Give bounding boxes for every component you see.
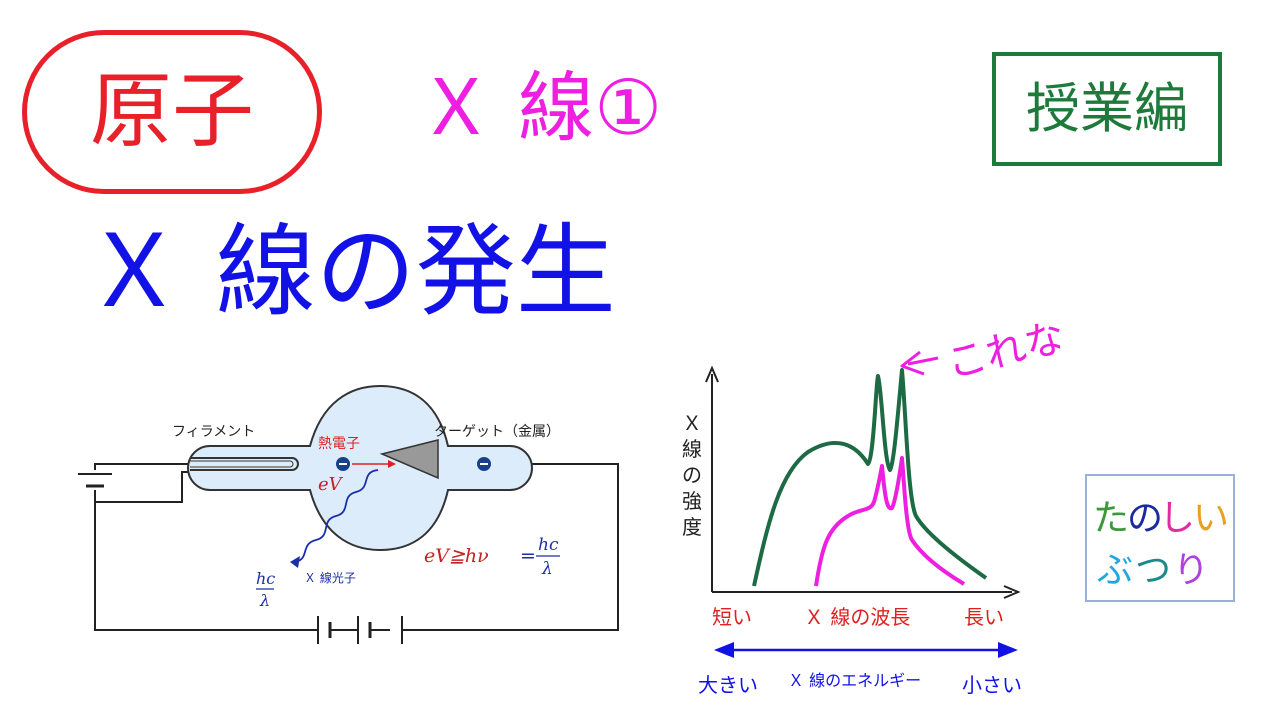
xray-spectrum-diagram: Ｘ 線 の 強 度 これなに？？ 短い Ｘ 線の波長 長い 大きい Ｘ 線のエネ… (682, 285, 1060, 697)
page-title: Ｘ 線の発生 (84, 213, 616, 330)
annotation-label: これなに？？ (942, 285, 1060, 388)
equation-denominator: λ (541, 559, 553, 579)
annotation-arrow-head (900, 350, 925, 376)
circuit-wire-left (94, 490, 318, 631)
ylabel-char-1: Ｘ (682, 411, 702, 435)
low-voltage-spectrum-curve (814, 456, 966, 587)
circuit-wire-top-left (94, 463, 190, 470)
filament-label: フィラメント (172, 424, 255, 440)
equation-lhs: eV≧hν (424, 545, 489, 567)
circuit-wire-right (402, 463, 619, 631)
photon-energy-numerator: hc (256, 569, 275, 588)
category-badge: 原子 (22, 30, 322, 194)
xray-photon-wave (295, 469, 379, 563)
logo-char-2: の (1127, 498, 1163, 539)
ylabel-char-5: 度 (682, 515, 702, 539)
logo-char-6: つ (1135, 550, 1171, 591)
x-axis-label: Ｘ 線の波長 (804, 605, 910, 629)
photon-energy-denominator: λ (259, 591, 270, 610)
equation-numerator: hc (538, 535, 559, 555)
channel-logo-art: た の し い ぶ つ り (1093, 498, 1229, 591)
logo-char-3: し (1159, 498, 1195, 539)
category-badge-label: 原子 (89, 64, 254, 159)
eV-label: eV (318, 474, 344, 495)
high-voltage-spectrum-curve (752, 368, 988, 587)
y-axis-arrow (705, 365, 719, 383)
ylabel-char-4: 強 (682, 489, 702, 513)
circuit-wire-filament (95, 471, 190, 503)
ylabel-char-2: 線 (682, 437, 702, 461)
logo-char-7: り (1173, 550, 1209, 591)
photon-arrow-head (290, 556, 300, 568)
energy-right-label: 小さい (962, 673, 1022, 697)
lesson-type-tag: 授業編 (992, 52, 1222, 166)
channel-logo: た の し い ぶ つ り (1085, 474, 1235, 602)
logo-char-4: い (1193, 498, 1229, 539)
ylabel-char-3: の (682, 463, 702, 487)
annotation-arrow-line (907, 356, 939, 366)
x-left-label: 短い (712, 605, 752, 629)
annotation-group: これなに？？ (942, 285, 1060, 388)
lesson-type-tag-label: 授業編 (1026, 77, 1188, 140)
filament-wire-inner (190, 460, 294, 468)
x-right-label: 長い (964, 605, 1004, 629)
logo-char-5: ぶ (1097, 550, 1133, 591)
energy-arrow-right-head (998, 642, 1018, 658)
x-axis-arrow (1003, 585, 1021, 599)
high-voltage-battery (317, 616, 403, 644)
thermal-electron-label: 熱電子 (318, 436, 360, 452)
filament-wire (190, 457, 299, 471)
energy-arrow-left-head (714, 642, 734, 658)
logo-char-1: た (1093, 498, 1129, 539)
metal-target (379, 439, 439, 480)
lesson-subtitle: Ｘ 線① (418, 63, 663, 152)
photon-label: Ｘ 線光子 (304, 570, 356, 585)
glass-tube (187, 384, 533, 552)
energy-left-label: 大きい (698, 673, 758, 697)
equation-equals: = (520, 545, 536, 567)
target-label: ターゲット（金属） (434, 424, 560, 440)
xray-tube-diagram: フィラメント ターゲット（金属） 熱電子 eV Ｘ 線光子 hc λ eV≧hν… (78, 384, 619, 644)
energy-axis-label: Ｘ 線のエネルギー (788, 671, 921, 690)
